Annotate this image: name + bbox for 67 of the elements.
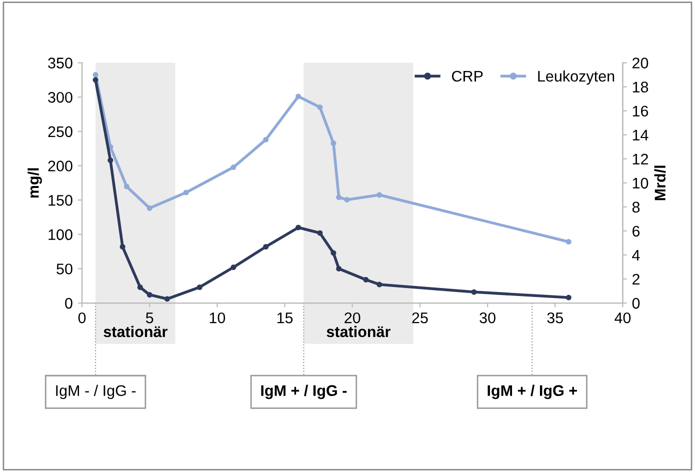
band-label: stationär xyxy=(104,326,168,338)
point xyxy=(471,289,477,295)
point xyxy=(124,184,130,190)
y-axis-title: mg/l xyxy=(28,168,42,198)
point xyxy=(317,104,323,110)
point xyxy=(230,264,236,270)
point xyxy=(376,282,382,288)
y2-tick-label: 16 xyxy=(632,106,648,117)
ref-line-label: IgM + / IgG + xyxy=(488,384,577,400)
y-tick-label: 150 xyxy=(48,194,72,206)
point xyxy=(336,266,342,272)
point xyxy=(330,140,336,146)
point xyxy=(344,196,350,202)
point xyxy=(263,136,269,142)
y2-tick-label: 14 xyxy=(632,130,648,140)
y-tick-label: 0 xyxy=(65,298,72,309)
y2-tick-label: 2 xyxy=(632,274,640,285)
point xyxy=(164,296,170,302)
point xyxy=(363,276,369,282)
y-tick-label: 50 xyxy=(56,264,72,274)
y2-axis-title: Mrd/l xyxy=(654,166,666,200)
point xyxy=(330,250,336,256)
x-tick-label: 0 xyxy=(78,312,86,324)
point xyxy=(146,292,152,298)
point xyxy=(376,192,382,198)
x-tick-label: 15 xyxy=(277,312,293,324)
x-tick-label: 25 xyxy=(412,312,428,324)
band-label: stationär xyxy=(326,326,390,338)
point xyxy=(108,157,114,164)
x-tick-label: 20 xyxy=(344,312,360,324)
y2-tick-label: 0 xyxy=(632,298,640,309)
x-tick-label: 40 xyxy=(614,312,631,324)
point xyxy=(120,244,126,250)
point xyxy=(566,294,572,300)
point xyxy=(296,224,302,230)
y2-tick-label: 18 xyxy=(632,82,648,92)
y-tick-label: 300 xyxy=(48,92,72,103)
point xyxy=(92,77,98,83)
y2-tick-label: 20 xyxy=(632,58,648,68)
x-tick-label: 5 xyxy=(146,312,154,324)
y2-tick-label: 4 xyxy=(632,250,640,261)
legend-label: Leukozyten xyxy=(538,70,614,85)
y2-tick-label: 12 xyxy=(632,154,648,164)
point xyxy=(196,284,202,290)
x-tick-label: 10 xyxy=(210,312,226,324)
x-tick-label: 35 xyxy=(547,312,563,324)
point xyxy=(183,190,189,196)
y-tick-label: 100 xyxy=(48,229,72,240)
point xyxy=(92,72,98,78)
y-tick-label: 350 xyxy=(48,58,72,68)
point xyxy=(336,194,342,200)
y2-tick-label: 6 xyxy=(632,226,640,237)
point xyxy=(263,244,269,250)
ref-line-label: IgM + / IgG - xyxy=(261,384,347,400)
ref-line-label: IgM - / IgG - xyxy=(56,384,136,400)
y-tick-label: 250 xyxy=(48,126,72,138)
y2-tick-label: 10 xyxy=(632,178,648,189)
y2-tick-label: 8 xyxy=(632,202,640,213)
point xyxy=(296,94,302,100)
point xyxy=(146,205,152,211)
point xyxy=(230,164,236,170)
point xyxy=(317,230,323,236)
legend-label: CRP xyxy=(452,70,483,82)
point xyxy=(137,284,143,290)
point xyxy=(566,238,572,245)
x-tick-label: 30 xyxy=(480,312,496,324)
y-tick-label: 200 xyxy=(48,160,72,172)
